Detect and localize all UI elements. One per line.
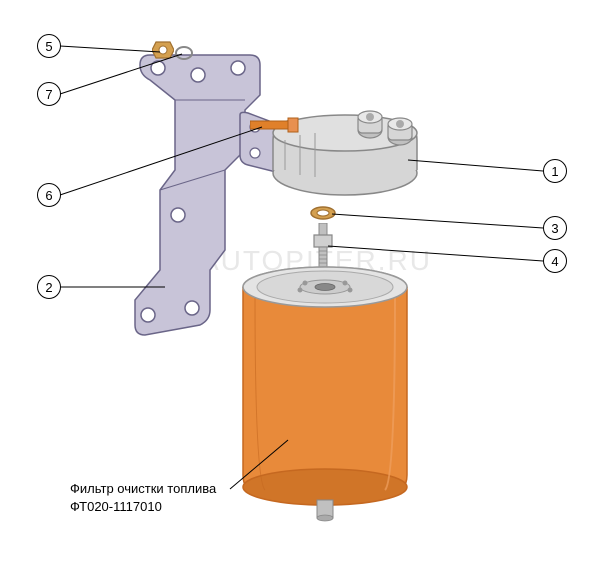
callout-number: 6 xyxy=(45,188,52,203)
caption-line-2: ФТ020-1117010 xyxy=(70,498,216,516)
callout-number: 1 xyxy=(551,164,558,179)
callout-number: 5 xyxy=(45,39,52,54)
filter-caption: Фильтр очистки топлива ФТ020-1117010 xyxy=(70,480,216,516)
callout-3: 3 xyxy=(543,216,567,240)
caption-line-1: Фильтр очистки топлива xyxy=(70,480,216,498)
callout-5: 5 xyxy=(37,34,61,58)
callout-2: 2 xyxy=(37,275,61,299)
callout-1: 1 xyxy=(543,159,567,183)
callout-7: 7 xyxy=(37,82,61,106)
diagram-container: AUTOPITER.RU xyxy=(0,0,599,568)
callout-number: 4 xyxy=(551,254,558,269)
callout-number: 7 xyxy=(45,87,52,102)
callout-number: 3 xyxy=(551,221,558,236)
callout-6: 6 xyxy=(37,183,61,207)
callout-4: 4 xyxy=(543,249,567,273)
callout-number: 2 xyxy=(45,280,52,295)
